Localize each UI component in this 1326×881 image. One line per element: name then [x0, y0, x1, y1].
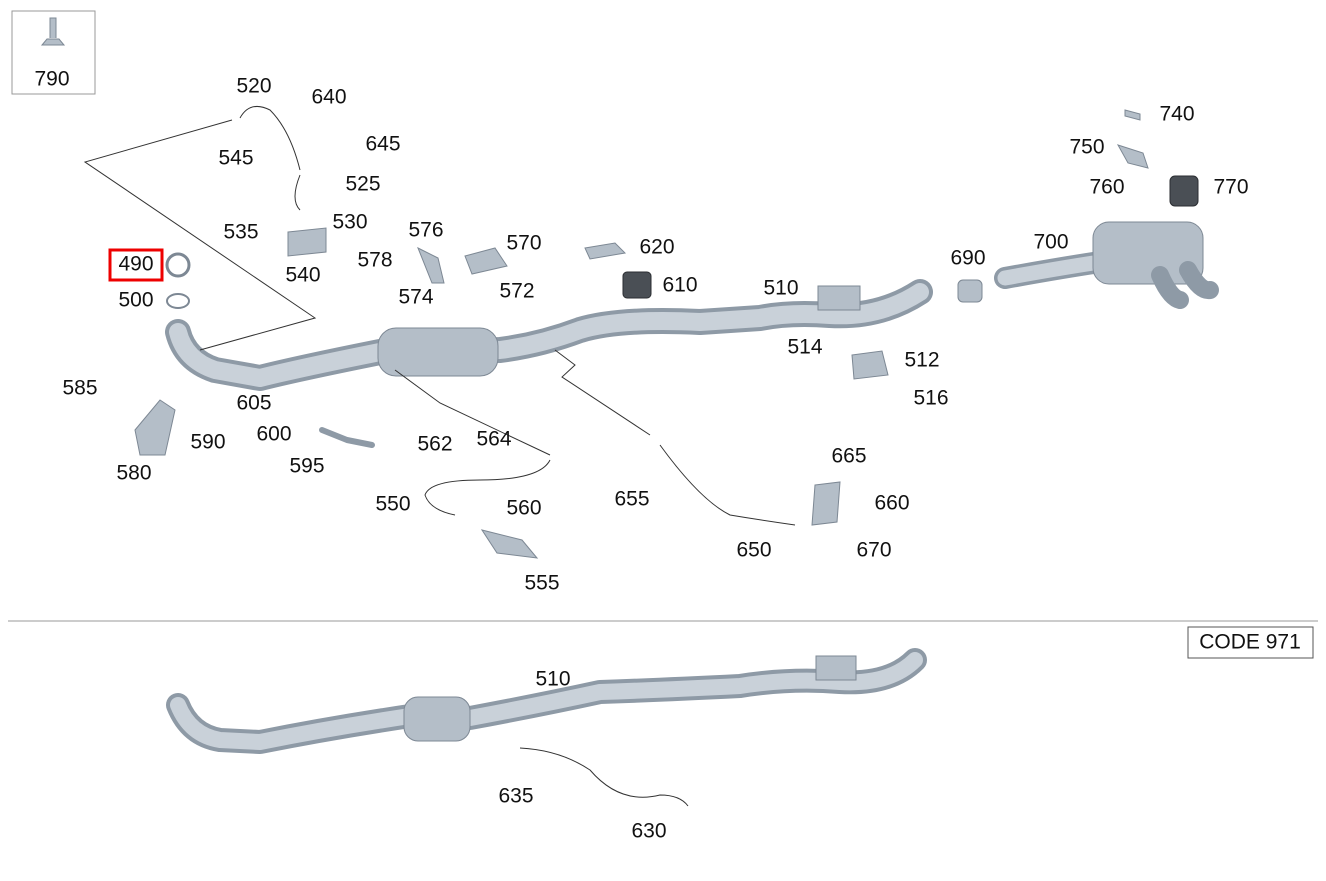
part-label: 665 [831, 445, 866, 468]
part-label: 635 [498, 785, 533, 808]
part-label: 572 [499, 280, 534, 303]
part-label: 645 [365, 133, 400, 156]
part-label: 530 [332, 211, 367, 234]
part-label: 590 [190, 431, 225, 454]
part-label: 655 [614, 488, 649, 511]
part-label: 514 [787, 336, 822, 359]
part-label: 790 [34, 68, 69, 91]
part-label: 516 [913, 387, 948, 410]
part-label: 535 [223, 221, 258, 244]
exhaust-lower [166, 648, 927, 807]
part-label: 605 [236, 392, 271, 415]
part-label: 564 [476, 428, 511, 451]
part-label: 512 [904, 349, 939, 372]
part-label: 740 [1159, 103, 1194, 126]
part-label: 510 [763, 277, 798, 300]
part-label: 550 [375, 493, 410, 516]
part-label: 660 [874, 492, 909, 515]
part-box [11, 10, 96, 95]
part-label: 620 [639, 236, 674, 259]
part-label: 525 [345, 173, 380, 196]
part-label: 750 [1069, 136, 1104, 159]
leader-lines [83, 119, 651, 456]
part-label: 670 [856, 539, 891, 562]
part-label: 510 [535, 668, 570, 691]
part-label: 595 [289, 455, 324, 478]
part-label: 578 [357, 249, 392, 272]
part-label: 770 [1213, 176, 1248, 199]
part-label: 562 [417, 433, 452, 456]
part-label: 640 [311, 86, 346, 109]
part-label: 700 [1033, 231, 1068, 254]
part-label: 650 [736, 539, 771, 562]
bolt-icon [40, 17, 66, 46]
part-label: 574 [398, 286, 433, 309]
exhaust-main [134, 105, 1219, 559]
part-label: 520 [236, 75, 271, 98]
part-label: 540 [285, 264, 320, 287]
part-label: 600 [256, 423, 291, 446]
code-box [1187, 626, 1314, 659]
part-label: 570 [506, 232, 541, 255]
part-label: 610 [662, 274, 697, 297]
highlight-box [108, 248, 164, 282]
part-label: 545 [218, 147, 253, 170]
part-label: 576 [408, 219, 443, 242]
part-label: 560 [506, 497, 541, 520]
code-label: CODE 971 [1199, 631, 1301, 654]
part-label: 760 [1089, 176, 1124, 199]
part-label: 500 [118, 289, 153, 312]
part-label: 490 [118, 253, 153, 276]
part-label: 630 [631, 820, 666, 843]
part-label: 690 [950, 247, 985, 270]
part-label: 585 [62, 377, 97, 400]
part-label: 555 [524, 572, 559, 595]
part-label: 580 [116, 462, 151, 485]
